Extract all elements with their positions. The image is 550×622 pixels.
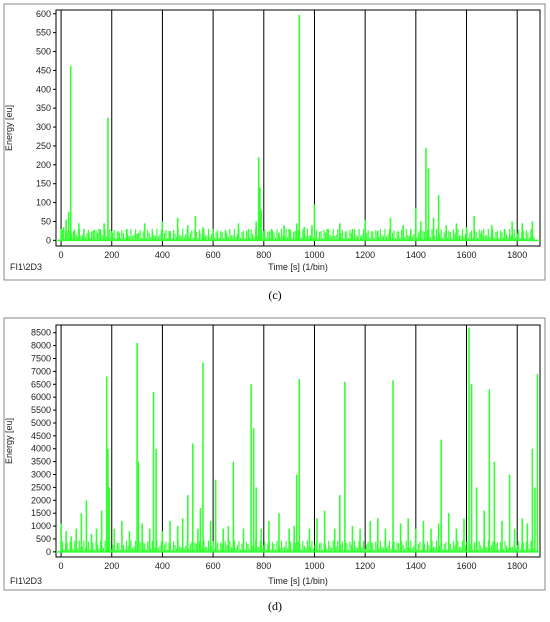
- x-tick-label: 0: [59, 250, 64, 260]
- x-tick-label: 600: [206, 561, 221, 571]
- x-tick-label: 1400: [406, 250, 426, 260]
- x-tick-label: 800: [256, 250, 271, 260]
- caption-c: (c): [268, 288, 281, 302]
- y-tick-label: 7500: [31, 354, 51, 364]
- y-tick-label: 4500: [31, 431, 51, 441]
- x-tick-label: 1800: [507, 561, 527, 571]
- y-tick-label: 400: [36, 84, 51, 94]
- x-tick-label: 1600: [456, 561, 476, 571]
- y-tick-label: 3000: [31, 470, 51, 480]
- y-tick-label: 2500: [31, 482, 51, 492]
- y-tick-label: 300: [36, 122, 51, 132]
- corner-label: FI1\2D3: [10, 576, 42, 586]
- x-tick-label: 1800: [507, 250, 527, 260]
- y-tick-label: 1000: [31, 521, 51, 531]
- x-tick-label: 600: [206, 250, 221, 260]
- y-tick-label: 100: [36, 198, 51, 208]
- y-tick-label: 500: [36, 47, 51, 57]
- x-axis-label: Time [s] (1/bin): [268, 576, 328, 586]
- plot-area: [55, 9, 541, 247]
- y-tick-label: 5000: [31, 418, 51, 428]
- y-tick-label: 200: [36, 160, 51, 170]
- plot-area: [55, 324, 541, 558]
- y-tick-label: 0: [46, 547, 51, 557]
- y-tick-label: 4000: [31, 444, 51, 454]
- y-tick-label: 2000: [31, 495, 51, 505]
- y-tick-label: 250: [36, 141, 51, 151]
- y-tick-label: 450: [36, 65, 51, 75]
- y-tick-label: 5500: [31, 405, 51, 415]
- y-tick-label: 8500: [31, 328, 51, 338]
- x-tick-label: 0: [59, 561, 64, 571]
- caption-d: (d): [268, 599, 282, 613]
- y-axis-label: Energy [eu]: [4, 418, 14, 464]
- x-tick-label: 1600: [456, 250, 476, 260]
- x-tick-label: 1400: [406, 561, 426, 571]
- x-tick-label: 400: [155, 561, 170, 571]
- y-tick-label: 0: [46, 235, 51, 245]
- y-tick-label: 8000: [31, 341, 51, 351]
- corner-label: FI1\2D3: [10, 262, 42, 272]
- y-axis-label: Energy [eu]: [4, 105, 14, 151]
- x-tick-label: 1200: [355, 250, 375, 260]
- y-tick-label: 550: [36, 28, 51, 38]
- x-tick-label: 200: [104, 561, 119, 571]
- chart-panel-c: 0 200 400 600 800 1000 1200 1400 1600 1800 0 50 100 1…: [3, 3, 546, 281]
- y-tick-label: 500: [36, 534, 51, 544]
- x-tick-label: 800: [256, 561, 271, 571]
- y-tick-label: 150: [36, 179, 51, 189]
- y-tick-label: 350: [36, 103, 51, 113]
- y-tick-label: 600: [36, 9, 51, 19]
- x-tick-label: 400: [155, 250, 170, 260]
- x-tick-label: 1000: [304, 561, 324, 571]
- y-tick-label: 50: [41, 216, 51, 226]
- x-axis-label: Time [s] (1/bin): [268, 262, 328, 272]
- y-tick-label: 7000: [31, 366, 51, 376]
- x-tick-label: 1000: [304, 250, 324, 260]
- y-tick-label: 3500: [31, 457, 51, 467]
- y-tick-label: 6000: [31, 392, 51, 402]
- y-tick-label: 1500: [31, 508, 51, 518]
- x-tick-label: 1200: [355, 561, 375, 571]
- chart-panel-d: 0 200 400 600 800 1000 1200 1400 1600 1800 0 500 100…: [3, 317, 546, 591]
- y-tick-label: 6500: [31, 379, 51, 389]
- x-tick-label: 200: [104, 250, 119, 260]
